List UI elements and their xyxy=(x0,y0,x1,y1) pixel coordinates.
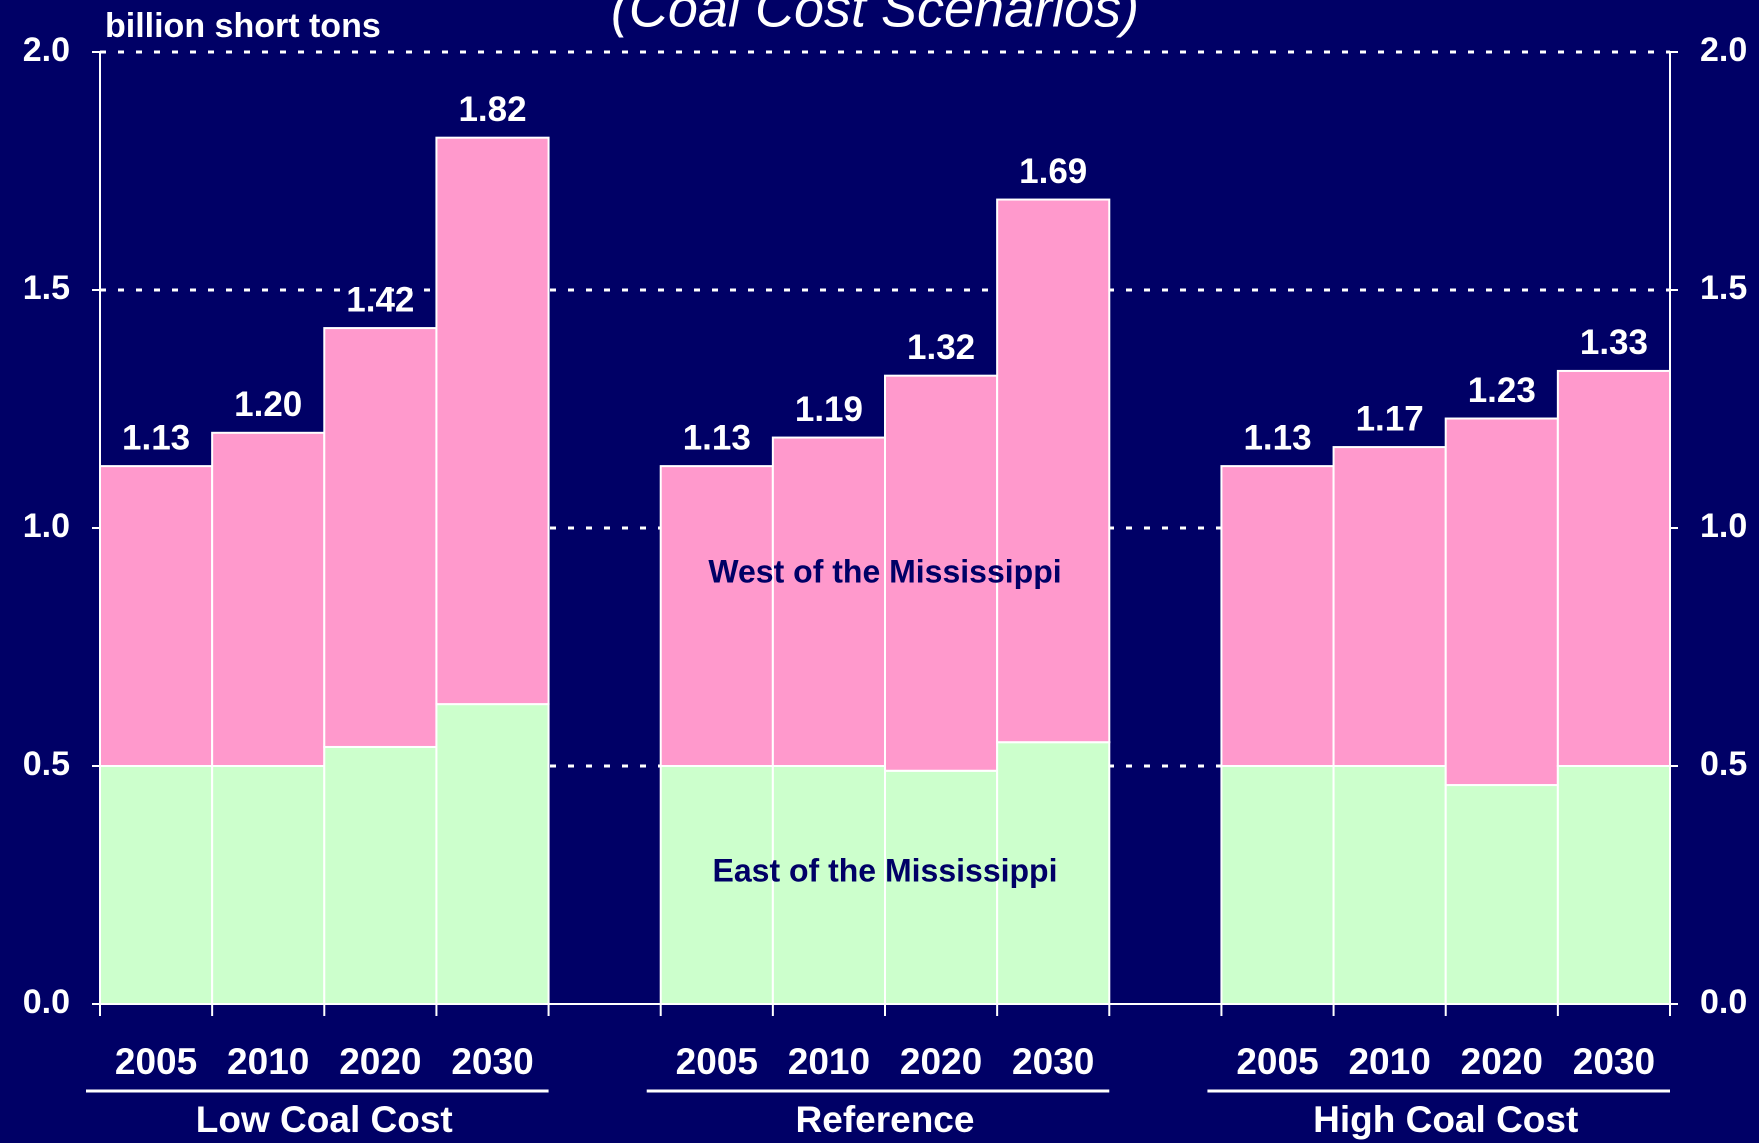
chart-title: (Coal Cost Scenarios) xyxy=(611,0,1139,38)
bar-segment xyxy=(435,703,550,1005)
bar-segment xyxy=(659,765,774,1005)
bar-segment xyxy=(1444,417,1559,787)
group-label: Reference xyxy=(796,1099,975,1140)
bar-segment xyxy=(1332,765,1447,1005)
bar-segment xyxy=(99,765,214,1005)
y-tick-label: 0.0 xyxy=(23,983,70,1021)
y2-tick-label: 1.5 xyxy=(1700,269,1747,307)
total-label: 1.33 xyxy=(1580,323,1648,362)
total-label: 1.23 xyxy=(1468,371,1536,410)
x-tick-label: 2020 xyxy=(1461,1041,1543,1082)
x-tick-label: 2030 xyxy=(1573,1041,1655,1082)
x-tick-label: 2010 xyxy=(1348,1041,1430,1082)
series-label: East of the Mississippi xyxy=(713,852,1058,888)
x-tick-label: 2005 xyxy=(1236,1041,1318,1082)
y2-tick-label: 0.5 xyxy=(1700,745,1747,783)
total-label: 1.17 xyxy=(1356,399,1424,438)
bar-segment xyxy=(996,198,1111,744)
total-label: 1.42 xyxy=(346,280,414,319)
y-axis-label: billion short tons xyxy=(105,7,381,45)
total-label: 1.82 xyxy=(458,90,526,129)
x-tick-label: 2005 xyxy=(676,1041,758,1082)
bar-segment xyxy=(1332,446,1447,767)
x-tick-label: 2020 xyxy=(900,1041,982,1082)
total-label: 1.13 xyxy=(1243,418,1311,457)
bar-segment xyxy=(1556,369,1672,767)
bar-segment xyxy=(659,465,774,767)
x-tick-label: 2020 xyxy=(339,1041,421,1082)
x-tick-label: 2010 xyxy=(227,1041,309,1082)
y2-tick-label: 2.0 xyxy=(1700,31,1747,69)
total-label: 1.13 xyxy=(122,418,190,457)
x-tick-label: 2005 xyxy=(115,1041,197,1082)
bar-segment xyxy=(211,765,326,1005)
total-label: 1.20 xyxy=(234,385,302,424)
y-tick-label: 2.0 xyxy=(23,31,70,69)
y-tick-label: 1.0 xyxy=(23,507,70,545)
series-label: West of the Mississippi xyxy=(708,553,1061,589)
total-label: 1.69 xyxy=(1019,152,1087,191)
bar-segment xyxy=(884,374,999,772)
total-label: 1.32 xyxy=(907,328,975,367)
x-tick-label: 2010 xyxy=(788,1041,870,1082)
bar-segment xyxy=(323,745,438,1006)
bar-segment xyxy=(323,327,438,748)
bar-segment xyxy=(1220,765,1335,1005)
y2-tick-label: 0.0 xyxy=(1700,983,1747,1021)
bar-segment xyxy=(1444,784,1559,1005)
y-tick-label: 0.5 xyxy=(23,745,70,783)
group-label: High Coal Cost xyxy=(1313,1099,1578,1140)
x-tick-label: 2030 xyxy=(451,1041,533,1082)
x-tick-label: 2030 xyxy=(1012,1041,1094,1082)
bar-segment xyxy=(99,465,214,767)
bar-segment xyxy=(996,741,1111,1005)
bar-segment xyxy=(435,136,550,706)
bar-segment xyxy=(211,431,326,767)
y-tick-label: 1.5 xyxy=(23,269,70,307)
group-label: Low Coal Cost xyxy=(196,1099,453,1140)
total-label: 1.19 xyxy=(795,390,863,429)
bar-segment xyxy=(884,769,999,1006)
total-label: 1.13 xyxy=(683,418,751,457)
y2-tick-label: 1.0 xyxy=(1700,507,1747,545)
bar-segment xyxy=(1220,465,1335,767)
bar-segment xyxy=(771,436,886,767)
bar-segment xyxy=(1556,765,1672,1005)
